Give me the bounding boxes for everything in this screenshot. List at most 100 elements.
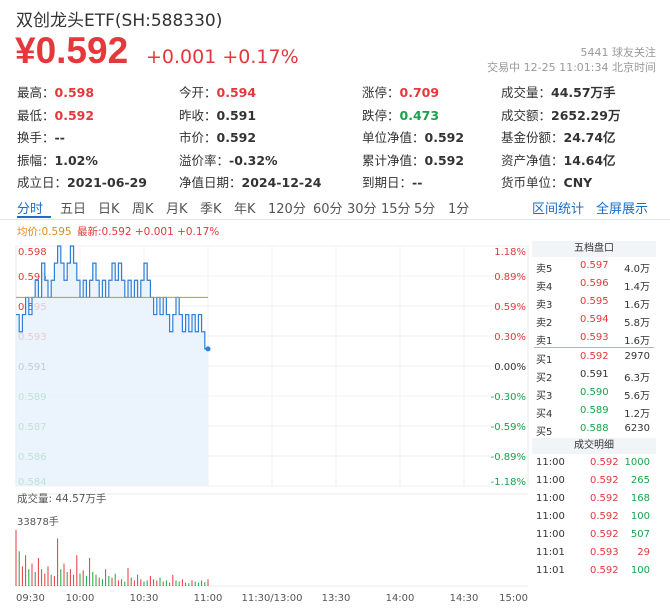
order-book-qty: 5.6万 [624, 391, 650, 402]
stat-label: 市价： [179, 130, 217, 145]
stat-item: 最高：0.598 [17, 82, 94, 101]
pct-tick-label: 0.30% [494, 332, 526, 343]
fullscreen-link[interactable]: 全屏展示 [596, 202, 649, 217]
order-book-row: 买5 0.588 6230 [532, 420, 656, 438]
stat-item: 涨停：0.709 [362, 82, 439, 101]
order-book-row: 买3 0.590 5.6万 [532, 384, 656, 402]
trades-rows: 11:00 0.592 1000 11:00 0.592 265 11:00 0.592 168… [532, 454, 656, 580]
order-book-qty: 1.6万 [624, 300, 650, 311]
order-book-row: 买2 0.591 6.3万 [532, 366, 656, 384]
stat-label: 单位净值： [362, 130, 425, 145]
order-book-label: 买1 [536, 355, 553, 366]
stat-value: 0.591 [216, 107, 257, 123]
pct-tick-label: 0.89% [494, 272, 526, 283]
x-tick-label: 09:30 [16, 593, 45, 604]
tab-12[interactable]: 1分 [448, 202, 470, 217]
stat-value: 0.592 [424, 152, 465, 168]
stat-label: 振幅： [17, 152, 55, 168]
x-tick-label: 11:00 [194, 593, 223, 604]
order-book-price: 0.597 [580, 260, 609, 271]
tab-0[interactable]: 分时 [17, 202, 44, 217]
tab-8[interactable]: 60分 [313, 202, 343, 217]
trade-price: 0.592 [590, 475, 619, 486]
stat-value: 0.592 [54, 107, 95, 123]
stat-item: 换手：-- [17, 127, 65, 146]
order-book-label: 买3 [536, 391, 553, 402]
tab-1[interactable]: 五日 [60, 202, 87, 217]
chart-legend: 均价:0.595 最新:0.592 +0.001 +0.17% [17, 224, 219, 239]
order-book-label: 卖1 [536, 336, 553, 347]
trade-row: 11:00 0.592 1000 [532, 454, 656, 472]
range-stats-link[interactable]: 区间统计 [532, 202, 585, 217]
stat-item: 成立日：2021-06-29 [17, 172, 147, 191]
stat-label: 净值日期： [179, 175, 242, 190]
pct-tick-label: 0.59% [494, 302, 526, 313]
price-line [16, 245, 208, 350]
trade-price: 0.592 [590, 565, 619, 576]
pct-tick-label: -0.59% [491, 422, 526, 433]
volume-label: 成交量: 44.57万手 [17, 493, 107, 505]
tab-4[interactable]: 月K [166, 202, 188, 217]
order-book-label: 买2 [536, 373, 553, 384]
trade-qty: 168 [630, 493, 650, 504]
order-book-rows: 卖5 0.597 4.0万 卖4 0.596 1.4万 卖3 0.595 1.6万 卖2 0.594… [532, 257, 656, 438]
stat-label: 到期日： [362, 175, 413, 190]
stat-item: 累计净值：0.592 [362, 150, 464, 169]
tab-6[interactable]: 年K [234, 202, 256, 217]
stat-label: 昨收： [179, 107, 217, 123]
x-tick-label: 14:00 [386, 593, 415, 604]
tab-11[interactable]: 5分 [414, 202, 436, 217]
tab-9[interactable]: 30分 [347, 202, 377, 217]
order-book-price: 0.595 [580, 296, 609, 307]
tab-7[interactable]: 120分 [268, 202, 306, 217]
x-tick-label: 14:30 [450, 593, 479, 604]
order-book-qty: 1.6万 [624, 336, 650, 347]
stat-item: 溢价率：-0.32% [179, 150, 278, 169]
order-book-row: 卖5 0.597 4.0万 [532, 257, 656, 275]
order-book-qty: 1.2万 [624, 409, 650, 420]
order-book-label: 卖3 [536, 300, 553, 311]
intraday-chart[interactable]: 0.5981.18%0.5960.89%0.5950.59%0.5930.30%… [0, 236, 530, 606]
stat-value: 44.57万手 [551, 85, 616, 100]
stat-value: 2024-12-24 [241, 175, 322, 190]
order-book-qty: 1.4万 [624, 282, 650, 293]
stat-label: 货币单位： [501, 175, 564, 190]
trade-qty: 507 [630, 529, 650, 540]
trade-time: 11:00 [536, 529, 565, 540]
x-tick-label: 11:30/13:00 [241, 593, 302, 604]
stat-value: 14.64亿 [563, 152, 616, 168]
stat-item: 资产净值：14.64亿 [501, 150, 616, 169]
tab-10[interactable]: 15分 [381, 202, 411, 217]
stat-item: 单位净值：0.592 [362, 127, 464, 146]
order-book-row: 卖3 0.595 1.6万 [532, 293, 656, 311]
stat-value: 1.02% [54, 152, 98, 168]
order-book-qty: 5.8万 [624, 318, 650, 329]
tab-5[interactable]: 季K [200, 202, 222, 217]
trade-row: 11:01 0.592 100 [532, 562, 656, 580]
trade-row: 11:00 0.592 168 [532, 490, 656, 508]
tab-2[interactable]: 日K [98, 202, 120, 217]
order-book-label: 卖4 [536, 282, 553, 293]
order-book-row: 买1 0.592 2970 [532, 348, 656, 366]
order-book-title: 五档盘口 [532, 241, 656, 257]
stat-item: 到期日：-- [362, 172, 422, 191]
stat-value: 0.709 [399, 85, 440, 100]
followers-info[interactable]: 5441 球友关注 [581, 44, 657, 60]
tab-3[interactable]: 周K [132, 202, 154, 217]
order-book-price: 0.593 [580, 332, 609, 343]
stat-item: 货币单位：CNY [501, 172, 592, 191]
current-price: ¥0.592 [15, 30, 129, 71]
avg-price-legend: 均价:0.595 [17, 226, 72, 238]
x-tick-label: 10:00 [66, 593, 95, 604]
stat-label: 涨停： [362, 85, 400, 100]
volume-max-label: 33878手 [17, 517, 59, 528]
pct-tick-label: -1.18% [491, 477, 526, 488]
stat-value: 2021-06-29 [67, 175, 147, 190]
stat-value: -- [412, 175, 423, 190]
stat-label: 成立日： [17, 175, 68, 190]
order-book-price: 0.596 [580, 278, 609, 289]
latest-price-legend: 最新:0.592 +0.001 +0.17% [76, 226, 220, 238]
order-book-row: 买4 0.589 1.2万 [532, 402, 656, 420]
y-tick-label: 0.598 [18, 247, 47, 258]
stat-item: 振幅：1.02% [17, 150, 98, 169]
